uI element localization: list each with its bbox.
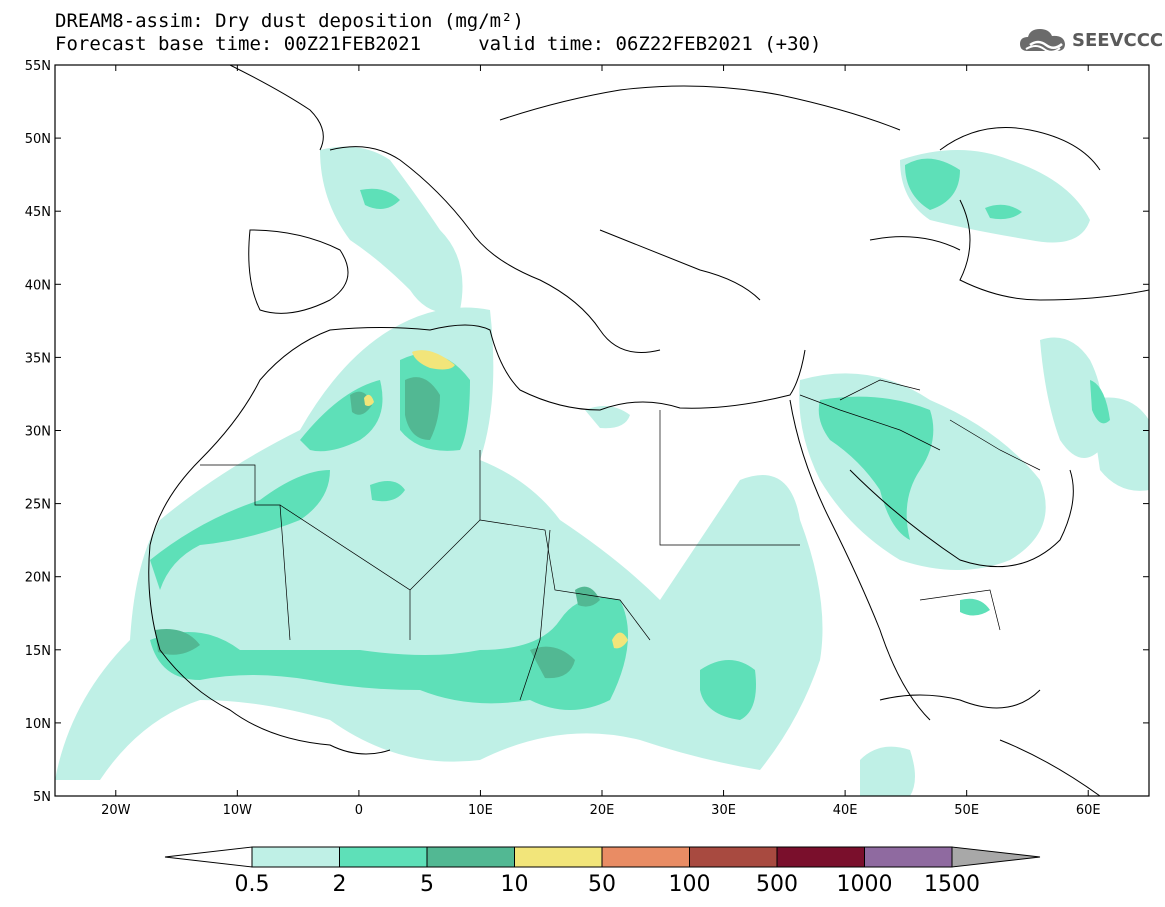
- colorbar-label: 0.5: [234, 872, 270, 897]
- lat-label: 45N: [25, 205, 51, 220]
- lat-label: 10N: [25, 717, 51, 732]
- colorbar-label: 5: [420, 872, 434, 897]
- colorbar-label: 50: [588, 872, 616, 897]
- lon-label: 30E: [711, 803, 736, 818]
- logo-text: SEEVCCC: [1072, 29, 1164, 51]
- colorbar-box: [601, 846, 690, 868]
- lat-label: 40N: [25, 278, 51, 293]
- dust-field: [55, 65, 1149, 796]
- colorbar-box: [776, 846, 865, 868]
- map-title: DREAM8-assim: Dry dust deposition (mg/m²…: [55, 10, 524, 32]
- lon-label: 20E: [590, 803, 615, 818]
- seevccc-logo: SEEVCCC: [1018, 24, 1163, 56]
- dust-level-10: [364, 350, 628, 649]
- lat-label: 25N: [25, 498, 51, 513]
- colorbar-box: [426, 846, 515, 868]
- country-borders: [200, 379, 1041, 701]
- lon-label: 10W: [223, 803, 253, 818]
- colorbar-box: [864, 846, 953, 868]
- colorbar-box: [689, 846, 778, 868]
- lon-label: 10E: [468, 803, 493, 818]
- colorbar-label: 1500: [924, 872, 980, 897]
- lon-label: 50E: [954, 803, 979, 818]
- colorbar-box: [514, 846, 603, 868]
- lat-label: 30N: [25, 425, 51, 440]
- lat-label: 35N: [25, 351, 51, 366]
- cloud-icon: [1020, 29, 1065, 53]
- lat-label: 5N: [33, 790, 51, 805]
- lon-label: 40E: [833, 803, 858, 818]
- colorbar-box: [339, 846, 428, 868]
- lon-label: 60E: [1076, 803, 1101, 818]
- colorbar: [164, 846, 1041, 868]
- coastlines: [148, 65, 1149, 796]
- colorbar-label: 2: [332, 872, 347, 897]
- lon-label: 20W: [101, 803, 131, 818]
- colorbar-label: 500: [756, 872, 798, 897]
- forecast-time-subtitle: Forecast base time: 00Z21FEB2021 valid t…: [55, 33, 822, 55]
- lat-label: 20N: [25, 571, 51, 586]
- longitude-axis: 20W 10W 0 10E 20E 30E 40E 50E 60E: [101, 65, 1101, 818]
- colorbar-label: 100: [668, 872, 711, 897]
- colorbar-over-arrow: [951, 846, 1041, 868]
- colorbar-under-arrow: [164, 846, 253, 868]
- dust-level-5: [155, 377, 600, 679]
- lat-label: 50N: [25, 132, 51, 147]
- colorbar-box: [251, 846, 340, 868]
- lat-label: 55N: [25, 59, 51, 74]
- lon-label: 0: [355, 803, 363, 818]
- latitude-axis: 55N 50N 45N 40N 35N 30N 25N 20N 15N 10N 5N: [25, 59, 1149, 805]
- colorbar-label: 10: [500, 872, 529, 897]
- lat-label: 15N: [25, 644, 51, 659]
- colorbar-label: 1000: [836, 872, 893, 897]
